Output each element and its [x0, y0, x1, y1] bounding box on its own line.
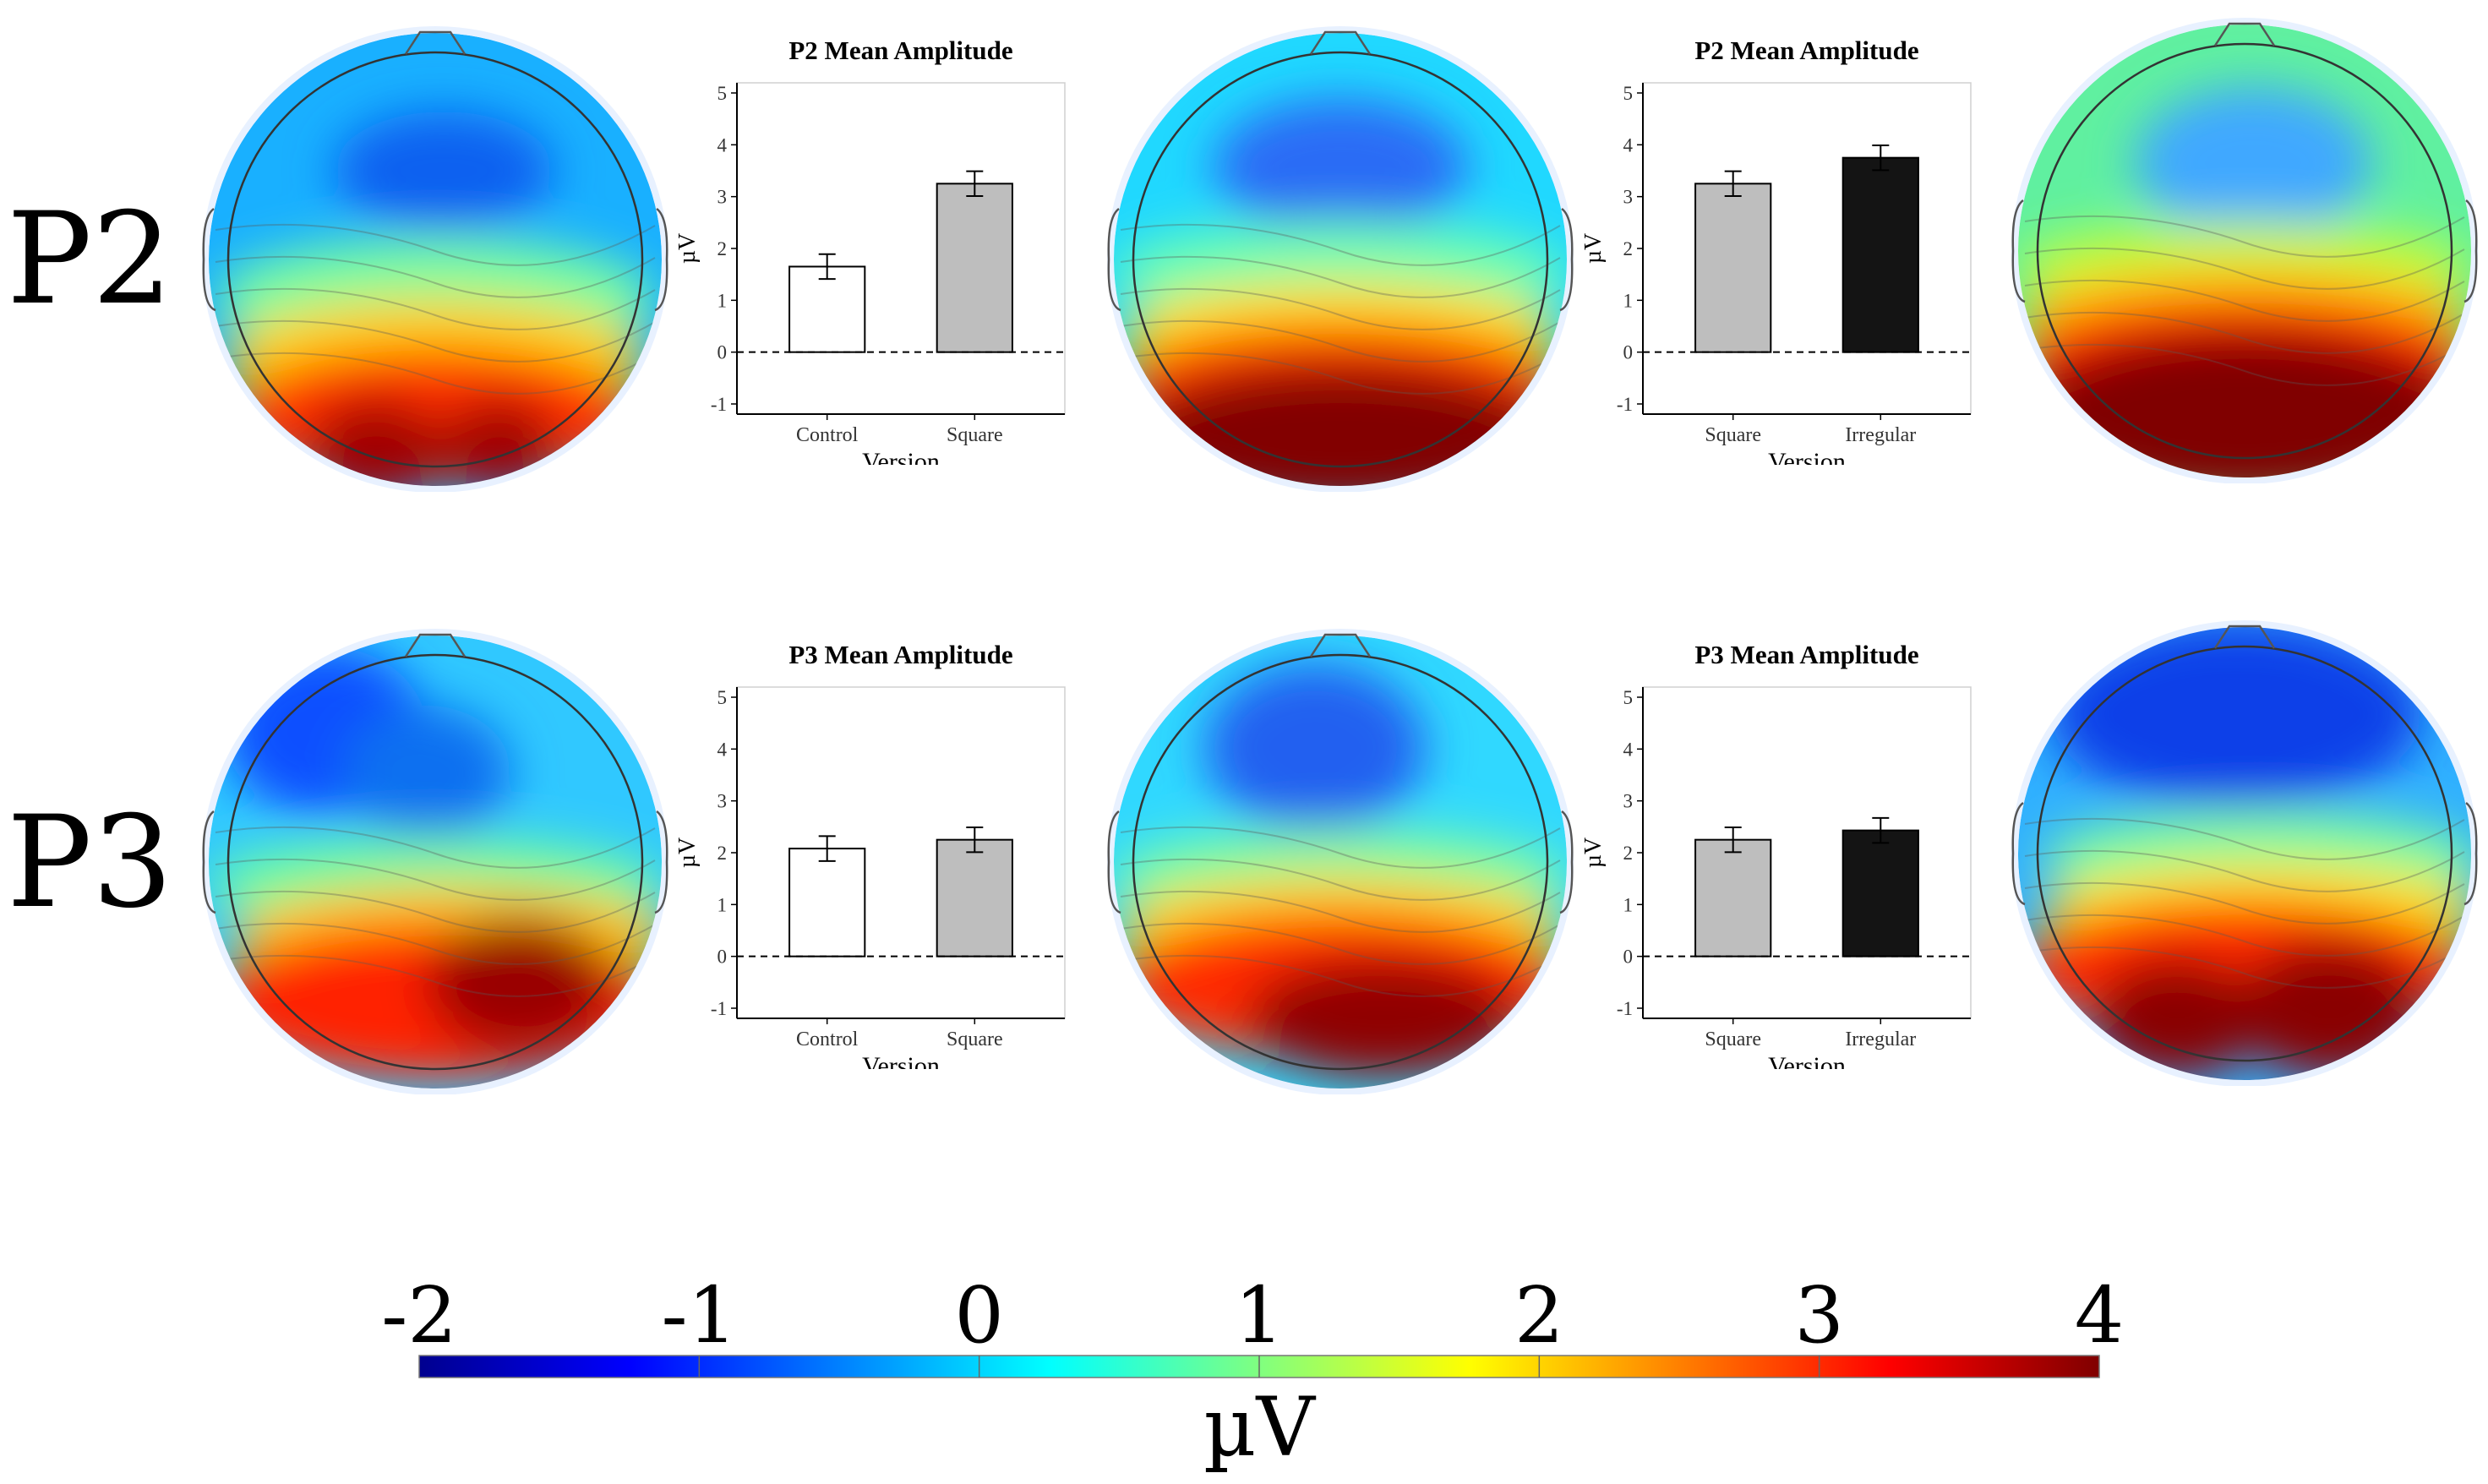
y-tick-label: 1 [1623, 894, 1634, 915]
x-axis-label: Version [862, 1052, 940, 1069]
y-axis-label: µV [676, 837, 701, 868]
bar [1694, 838, 1772, 958]
bar [936, 838, 1013, 958]
y-tick-label: 2 [1623, 843, 1634, 864]
x-tick-label: Square [947, 424, 1003, 446]
topomap-p3-irregular [2011, 620, 2478, 1086]
chart-title: P2 Mean Amplitude [788, 35, 1012, 65]
y-tick-label: 2 [717, 238, 728, 259]
y-tick-label: 1 [1623, 290, 1634, 311]
chart-title: P3 Mean Amplitude [788, 640, 1012, 669]
y-tick-label: 4 [1623, 739, 1634, 760]
bar-chart-p3-control-square: P3 Mean Amplitude -1 0 1 2 3 4 5 Control Square Ve… [676, 640, 1066, 1069]
y-tick-label: 4 [1623, 134, 1634, 155]
colorbar-gradient [418, 1355, 2100, 1378]
y-tick-label: 2 [1623, 238, 1634, 259]
error-bar [1872, 816, 1890, 844]
x-tick-label: Control [796, 424, 859, 446]
error-bar [966, 826, 984, 854]
y-tick-label: 2 [717, 843, 728, 864]
bar [1694, 183, 1772, 353]
row-label-p2: P2 [7, 186, 173, 333]
colorbar-tick-label: -1 [662, 1270, 738, 1361]
x-tick-label: Control [796, 1028, 859, 1050]
colorbar-tick-label: 0 [954, 1270, 1004, 1361]
x-tick-label: Square [1705, 424, 1761, 446]
y-tick-label: 5 [1623, 687, 1634, 708]
y-tick-label: -1 [711, 394, 727, 415]
bar-chart-p2-control-square: P2 Mean Amplitude -1 0 1 2 3 4 5 Control Square Ve… [676, 35, 1066, 465]
y-tick-label: 5 [717, 687, 728, 708]
y-tick-label: 1 [717, 894, 728, 915]
chart-title: P3 Mean Amplitude [1694, 640, 1918, 669]
plot-panel [736, 686, 1066, 1019]
bar [936, 183, 1013, 353]
y-tick-label: 3 [1623, 187, 1634, 208]
x-axis-label: Version [1768, 1052, 1846, 1069]
row-label-p3: P3 [7, 789, 173, 936]
topomap-p3-square [1107, 629, 1574, 1094]
bar [788, 265, 866, 353]
error-bar [818, 835, 836, 862]
error-bar [818, 253, 836, 281]
y-tick-label: 0 [717, 342, 728, 363]
bar [788, 848, 866, 958]
error-bar [1724, 170, 1742, 198]
y-tick-label: 3 [717, 791, 728, 812]
y-axis-label: µV [1582, 837, 1607, 868]
chart-title: P2 Mean Amplitude [1694, 35, 1918, 65]
x-tick-label: Square [947, 1028, 1003, 1050]
y-axis-label: µV [676, 233, 701, 264]
y-tick-label: 0 [717, 947, 728, 968]
y-tick-label: 4 [717, 134, 728, 155]
y-tick-label: 5 [717, 83, 728, 104]
bar [1841, 829, 1919, 958]
y-tick-label: 5 [1623, 83, 1634, 104]
x-tick-label: Irregular [1845, 424, 1916, 446]
plot-panel [1642, 82, 1972, 415]
y-tick-label: 3 [1623, 791, 1634, 812]
topomap-p2-irregular [2011, 18, 2478, 483]
error-bar [1872, 144, 1890, 172]
topomap-p2-control [202, 26, 668, 492]
y-tick-label: -1 [1617, 394, 1633, 415]
bar [1841, 156, 1919, 353]
bar-chart-p3-square-irregular: P3 Mean Amplitude -1 0 1 2 3 4 5 Square Irregular… [1582, 640, 1972, 1069]
y-axis-label: µV [1582, 233, 1607, 264]
error-bar [1724, 826, 1742, 854]
bar-chart-p2-square-irregular: P2 Mean Amplitude -1 0 1 2 3 4 5 Square Irregular… [1582, 35, 1972, 465]
y-tick-label: 3 [717, 187, 728, 208]
y-tick-label: 0 [1623, 947, 1634, 968]
colorbar-tick-label: 1 [1235, 1270, 1285, 1361]
error-bar [966, 170, 984, 198]
colorbar-tick-label: 4 [2075, 1270, 2125, 1361]
colorbar-tick-label: 3 [1794, 1270, 1844, 1361]
x-tick-label: Square [1705, 1028, 1761, 1050]
y-tick-label: -1 [711, 998, 727, 1019]
topomap-p3-control [202, 629, 668, 1094]
colorbar-label: µV [1203, 1380, 1316, 1475]
x-axis-label: Version [1768, 448, 1846, 465]
y-tick-label: 0 [1623, 342, 1634, 363]
topomap-p2-square [1107, 26, 1574, 492]
colorbar-tick-label: -2 [381, 1270, 457, 1361]
y-tick-label: 1 [717, 290, 728, 311]
y-tick-label: -1 [1617, 998, 1633, 1019]
y-tick-label: 4 [717, 739, 728, 760]
plot-panel [1642, 686, 1972, 1019]
plot-panel [736, 82, 1066, 415]
x-axis-label: Version [862, 448, 940, 465]
colorbar-tick-label: 2 [1514, 1270, 1564, 1361]
x-tick-label: Irregular [1845, 1028, 1916, 1050]
